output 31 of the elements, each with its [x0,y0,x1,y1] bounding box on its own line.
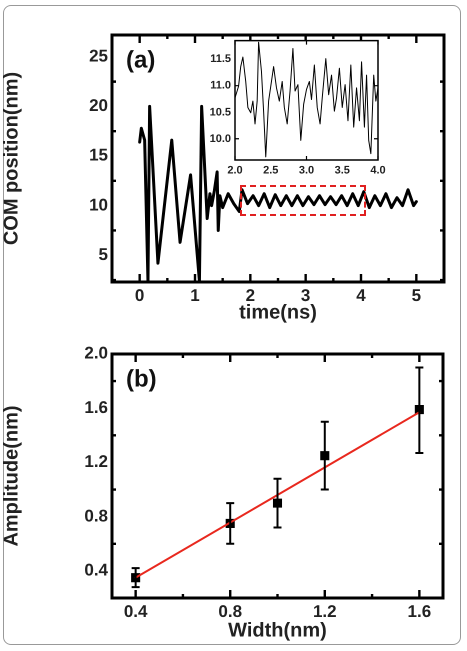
x-tick-label: 1.6 [408,602,432,621]
y-tick-label: 10.0 [210,132,231,145]
annotation: (b) [126,366,157,393]
y-tick-label: 10 [89,195,108,214]
x-tick-label: 5 [412,286,422,305]
x-tick-label: 0 [134,286,144,305]
y-tick-label: 1.2 [84,452,108,472]
y-tick-label: 15 [89,146,108,165]
x-tick-label: 3.5 [334,164,350,177]
x-tick-label: 2.0 [227,164,243,177]
y-tick-label: 0.4 [84,560,109,580]
x-tick-label: 4.0 [370,164,386,177]
y-tick-label: 2.0 [84,344,108,363]
x-tick-label: 4 [356,286,366,305]
y-tick-label: 11.0 [210,80,231,92]
y-tick-label: 25 [89,46,108,66]
y-axis-title: Amplitude(nm) [0,405,23,547]
annotation: (a) [126,46,156,74]
x-tick-label: 2.5 [263,164,278,177]
x-tick-label: 1.2 [312,602,337,621]
x-tick-label: 1 [190,286,200,305]
x-tick-label: 3.0 [298,164,314,177]
y-tick-label: 5 [98,244,108,264]
x-tick-label: 0.4 [124,602,148,621]
y-tick-label: 1.6 [84,398,108,417]
y-tick-label: 11.5 [210,53,231,66]
y-tick-label: 0.8 [84,506,108,526]
y-axis-title: COM position(nm) [0,72,23,246]
x-axis-title: Width(nm) [228,620,327,642]
y-tick-label: 10.5 [210,106,231,118]
y-tick-label: 20 [89,96,108,116]
